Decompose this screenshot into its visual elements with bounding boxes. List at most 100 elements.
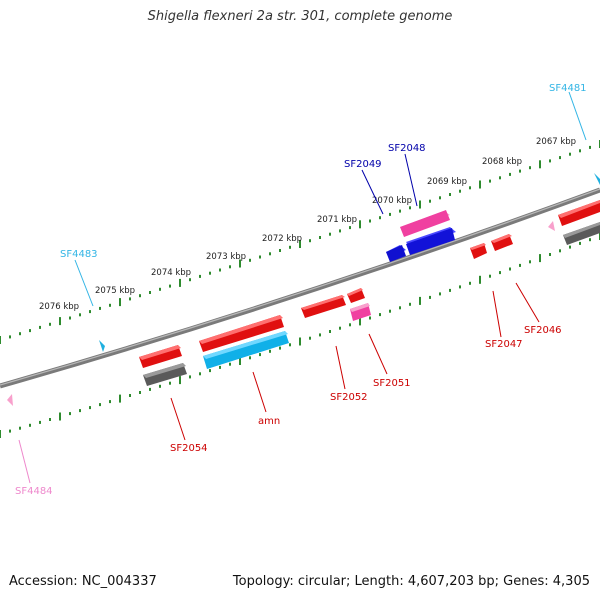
minor-tick bbox=[379, 313, 381, 317]
kbp-label: 2074 kbp bbox=[151, 268, 191, 278]
major-tick bbox=[239, 357, 241, 365]
minor-tick bbox=[469, 281, 471, 285]
gene-amn-red[interactable] bbox=[199, 315, 284, 352]
kbp-label: 2076 kbp bbox=[39, 302, 79, 312]
minor-tick bbox=[489, 179, 491, 183]
minor-tick bbox=[39, 325, 41, 329]
minor-tick bbox=[99, 306, 101, 310]
minor-tick bbox=[109, 400, 111, 404]
minor-tick bbox=[349, 226, 351, 230]
minor-tick bbox=[69, 316, 71, 320]
minor-tick bbox=[449, 288, 451, 292]
minor-tick bbox=[219, 365, 221, 369]
minor-tick bbox=[429, 199, 431, 203]
minor-tick bbox=[459, 285, 461, 289]
major-tick bbox=[179, 278, 181, 287]
major-tick bbox=[0, 430, 1, 438]
minor-tick bbox=[49, 418, 51, 421]
minor-tick bbox=[369, 316, 371, 320]
kbp-label: 2071 kbp bbox=[317, 215, 357, 225]
kbp-label: 2069 kbp bbox=[427, 177, 467, 187]
minor-tick bbox=[439, 196, 441, 200]
gene-SF2054-gray[interactable] bbox=[143, 363, 187, 386]
major-tick bbox=[0, 336, 1, 344]
gene-label-SF2048[interactable]: SF2048 bbox=[388, 143, 426, 154]
minor-tick bbox=[199, 372, 201, 376]
major-tick bbox=[479, 180, 481, 189]
major-tick bbox=[419, 296, 421, 305]
major-tick bbox=[59, 317, 61, 326]
gene-label-SF2049[interactable]: SF2049 bbox=[344, 159, 382, 170]
gene-label-SF4484[interactable]: SF4484 bbox=[15, 486, 53, 497]
kbp-label: 2073 kbp bbox=[206, 252, 246, 262]
gene-SF2048-blue[interactable] bbox=[406, 227, 456, 255]
gene-SF4482-pink-arrow[interactable] bbox=[548, 221, 555, 231]
gene-label-SF4481[interactable]: SF4481 bbox=[549, 83, 587, 94]
minor-tick bbox=[589, 238, 591, 242]
gene-label-SF2054[interactable]: SF2054 bbox=[170, 443, 208, 454]
kbp-labels: 2067 kbp 2068 kbp 2069 kbp 2070 kbp 2071… bbox=[39, 137, 576, 312]
minor-tick bbox=[199, 274, 201, 278]
gene-SF2052[interactable] bbox=[301, 295, 346, 318]
minor-tick bbox=[559, 156, 561, 160]
gene-SF4484-pink-arrow[interactable] bbox=[7, 394, 13, 406]
gene-label-SF2047[interactable]: SF2047 bbox=[485, 339, 523, 350]
minor-tick bbox=[289, 343, 291, 347]
gene-SF2051-pink[interactable] bbox=[350, 303, 371, 321]
minor-tick bbox=[169, 381, 171, 385]
major-tick bbox=[539, 160, 541, 169]
minor-tick bbox=[529, 260, 531, 264]
minor-tick bbox=[89, 406, 91, 410]
minor-tick bbox=[219, 268, 221, 272]
minor-tick bbox=[149, 387, 151, 391]
minor-tick bbox=[399, 209, 401, 213]
minor-tick bbox=[579, 149, 581, 153]
major-tick bbox=[239, 259, 241, 268]
gene-SF2049-blue[interactable] bbox=[386, 245, 406, 262]
minor-tick bbox=[259, 255, 261, 259]
minor-tick bbox=[339, 326, 341, 330]
gene-label-SF2052[interactable]: SF2052 bbox=[330, 392, 368, 403]
minor-tick bbox=[569, 152, 571, 156]
minor-tick bbox=[29, 329, 31, 333]
minor-tick bbox=[389, 309, 391, 313]
minor-tick bbox=[349, 323, 351, 327]
minor-tick bbox=[519, 263, 521, 267]
kbp-label: 2068 kbp bbox=[482, 157, 522, 167]
gene-label-SF2046[interactable]: SF2046 bbox=[524, 325, 562, 336]
minor-tick bbox=[439, 292, 441, 296]
minor-tick bbox=[549, 253, 551, 256]
minor-tick bbox=[559, 249, 561, 253]
gene-right-red[interactable] bbox=[558, 200, 600, 226]
gene-label-SF4483[interactable]: SF4483 bbox=[60, 249, 98, 260]
gene-SF4481-cyan-arrow[interactable] bbox=[594, 173, 600, 185]
kbp-label: 2067 kbp bbox=[536, 137, 576, 147]
minor-tick bbox=[329, 232, 331, 236]
gene-SF4483-cyan-arrow[interactable] bbox=[99, 340, 105, 352]
accession-text: Accession: NC_004337 bbox=[9, 574, 157, 589]
minor-tick bbox=[449, 193, 451, 196]
gene-SF2051-red[interactable] bbox=[347, 288, 365, 303]
gene-label-SF2051[interactable]: SF2051 bbox=[373, 378, 411, 389]
minor-tick bbox=[229, 362, 231, 366]
major-tick bbox=[299, 337, 301, 346]
minor-tick bbox=[319, 333, 321, 337]
minor-tick bbox=[79, 313, 81, 317]
gene-label-amn[interactable]: amn bbox=[258, 416, 280, 427]
gene-right-gray[interactable] bbox=[563, 222, 600, 245]
gene-amn-cyan[interactable] bbox=[203, 331, 289, 369]
minor-tick bbox=[549, 159, 551, 163]
minor-tick bbox=[149, 291, 151, 294]
gene-SF2048-pink[interactable] bbox=[400, 210, 450, 237]
minor-tick bbox=[229, 265, 231, 269]
major-tick bbox=[119, 394, 121, 403]
minor-tick bbox=[369, 219, 371, 223]
minor-tick bbox=[139, 294, 141, 298]
minor-tick bbox=[459, 189, 461, 193]
gene-SF2046[interactable] bbox=[491, 234, 513, 251]
gene-SF2047[interactable] bbox=[470, 243, 487, 259]
minor-tick bbox=[129, 394, 131, 397]
minor-tick bbox=[169, 284, 171, 288]
minor-tick bbox=[339, 229, 341, 233]
gene-SF2054-red[interactable] bbox=[139, 345, 182, 368]
